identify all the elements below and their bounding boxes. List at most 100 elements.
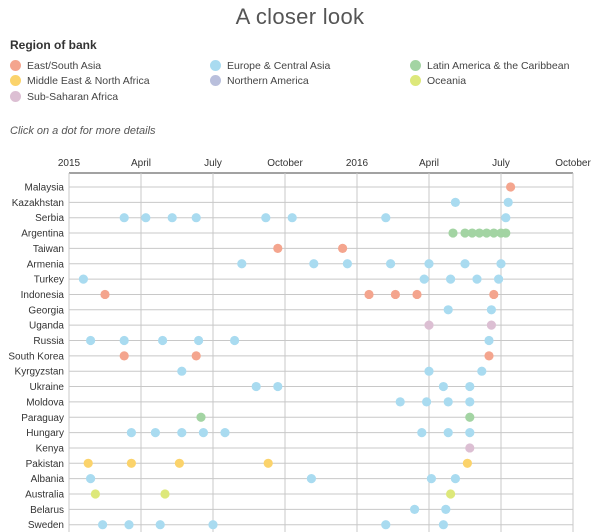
data-point[interactable] xyxy=(450,474,460,484)
data-point[interactable] xyxy=(424,320,434,330)
data-point[interactable] xyxy=(482,228,492,238)
data-point[interactable] xyxy=(174,458,184,468)
data-point[interactable] xyxy=(484,335,494,346)
data-point[interactable] xyxy=(177,366,187,376)
legend-swatch xyxy=(210,75,221,86)
data-point[interactable] xyxy=(381,520,391,530)
data-point[interactable] xyxy=(287,213,297,223)
data-point[interactable] xyxy=(390,289,400,300)
data-point[interactable] xyxy=(263,458,273,468)
data-point[interactable] xyxy=(443,305,453,315)
data-point[interactable] xyxy=(273,243,283,253)
data-point[interactable] xyxy=(474,228,484,238)
legend-item-middle-east[interactable]: Middle East & North Africa xyxy=(10,75,150,87)
data-point[interactable] xyxy=(338,243,348,253)
data-point[interactable] xyxy=(78,274,88,284)
data-point[interactable] xyxy=(126,428,136,438)
data-point[interactable] xyxy=(119,213,129,223)
data-point[interactable] xyxy=(501,213,511,223)
legend-item-sub-saharan-africa[interactable]: Sub-Saharan Africa xyxy=(10,91,118,103)
data-point[interactable] xyxy=(141,213,151,223)
data-point[interactable] xyxy=(410,504,420,514)
data-point[interactable] xyxy=(424,259,434,269)
data-point[interactable] xyxy=(90,489,100,499)
data-point[interactable] xyxy=(472,274,482,284)
data-point[interactable] xyxy=(191,213,201,223)
data-point[interactable] xyxy=(438,381,448,392)
data-point[interactable] xyxy=(484,351,494,361)
legend-item-oceania[interactable]: Oceania xyxy=(410,75,466,87)
data-point[interactable] xyxy=(443,428,453,438)
data-point[interactable] xyxy=(486,320,496,330)
data-point[interactable] xyxy=(167,213,177,223)
data-point[interactable] xyxy=(501,228,511,238)
data-point[interactable] xyxy=(496,259,506,269)
data-point[interactable] xyxy=(100,289,110,300)
data-point[interactable] xyxy=(426,474,436,484)
data-point[interactable] xyxy=(220,428,230,438)
legend-item-latin-america[interactable]: Latin America & the Caribbean xyxy=(410,60,569,72)
data-point[interactable] xyxy=(395,397,405,407)
data-point[interactable] xyxy=(465,428,475,438)
data-point[interactable] xyxy=(158,335,168,346)
data-point[interactable] xyxy=(119,351,129,361)
data-point[interactable] xyxy=(83,458,93,468)
data-point[interactable] xyxy=(477,366,487,376)
data-point[interactable] xyxy=(155,520,165,530)
data-point[interactable] xyxy=(465,381,475,392)
data-point[interactable] xyxy=(467,228,477,238)
legend-item-northern-america[interactable]: Northern America xyxy=(210,75,309,87)
data-point[interactable] xyxy=(124,520,134,530)
data-point[interactable] xyxy=(443,397,453,407)
data-point[interactable] xyxy=(86,474,96,484)
data-point[interactable] xyxy=(196,412,206,422)
data-point[interactable] xyxy=(494,274,504,284)
data-point[interactable] xyxy=(230,335,240,346)
data-point[interactable] xyxy=(465,412,475,422)
data-point[interactable] xyxy=(486,305,496,315)
data-point[interactable] xyxy=(251,381,261,392)
data-point[interactable] xyxy=(424,366,434,376)
data-point[interactable] xyxy=(364,289,374,300)
data-point[interactable] xyxy=(465,443,475,453)
data-point[interactable] xyxy=(177,428,187,438)
data-point[interactable] xyxy=(506,182,516,192)
data-point[interactable] xyxy=(309,259,319,269)
data-point[interactable] xyxy=(446,489,456,499)
data-point[interactable] xyxy=(450,197,460,207)
data-point[interactable] xyxy=(462,458,472,468)
data-point[interactable] xyxy=(342,259,352,269)
data-point[interactable] xyxy=(261,213,271,223)
data-point[interactable] xyxy=(208,520,218,530)
data-point[interactable] xyxy=(119,335,129,346)
data-point[interactable] xyxy=(419,274,429,284)
data-point[interactable] xyxy=(412,289,422,300)
data-point[interactable] xyxy=(98,520,108,530)
data-point[interactable] xyxy=(446,274,456,284)
data-point[interactable] xyxy=(489,289,499,300)
data-point[interactable] xyxy=(448,228,458,238)
data-point[interactable] xyxy=(160,489,170,499)
data-point[interactable] xyxy=(86,335,96,346)
data-point[interactable] xyxy=(194,335,204,346)
data-point[interactable] xyxy=(126,458,136,468)
legend-item-east-south-asia[interactable]: East/South Asia xyxy=(10,60,101,72)
data-point[interactable] xyxy=(489,228,499,238)
data-point[interactable] xyxy=(198,428,208,438)
legend-item-europe-central-asia[interactable]: Europe & Central Asia xyxy=(210,60,330,72)
data-point[interactable] xyxy=(191,351,201,361)
data-point[interactable] xyxy=(306,474,316,484)
data-point[interactable] xyxy=(460,228,470,238)
data-point[interactable] xyxy=(237,259,247,269)
data-point[interactable] xyxy=(460,259,470,269)
data-point[interactable] xyxy=(386,259,396,269)
data-point[interactable] xyxy=(150,428,160,438)
data-point[interactable] xyxy=(417,428,427,438)
data-point[interactable] xyxy=(465,397,475,407)
data-point[interactable] xyxy=(503,197,513,207)
data-point[interactable] xyxy=(381,213,391,223)
data-point[interactable] xyxy=(441,504,451,514)
data-point[interactable] xyxy=(438,520,448,530)
data-point[interactable] xyxy=(273,381,283,392)
data-point[interactable] xyxy=(422,397,432,407)
